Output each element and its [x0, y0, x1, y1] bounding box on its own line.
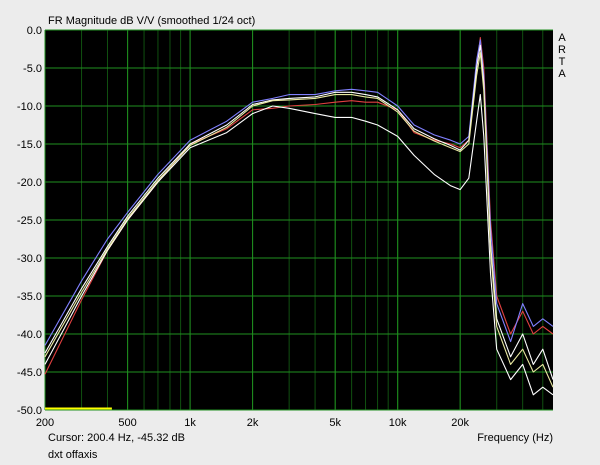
series-line-5: [44, 52, 554, 388]
y-tick-label: -15.0: [17, 139, 42, 151]
y-tick-label: 0.0: [27, 25, 42, 37]
series-line-2: [44, 39, 554, 346]
arta-letter: A: [558, 68, 566, 80]
x-axis-label: Frequency (Hz): [477, 432, 553, 444]
x-tick-label: 1k: [184, 417, 196, 429]
x-tick-label: 500: [118, 417, 136, 429]
x-tick-label: 10k: [389, 417, 407, 429]
series-line-3: [44, 44, 554, 380]
y-tick-label: -45.0: [17, 367, 42, 379]
x-tick-label: 20k: [451, 417, 469, 429]
y-tick-labels: 0.0 -5.0 -10.0 -15.0 -20.0 -25.0 -30.0 -35.0 -40…: [17, 25, 42, 417]
y-tick-label: -20.0: [17, 177, 42, 189]
arta-letter: A: [558, 32, 566, 44]
x-tick-labels: 200 500 1k 2k 5k 10k 20k: [36, 417, 470, 429]
y-tick-label: -50.0: [17, 405, 42, 417]
plot-area: [44, 29, 554, 411]
chart-title: FR Magnitude dB V/V (smoothed 1/24 oct): [48, 15, 255, 27]
x-tick-label: 2k: [247, 417, 259, 429]
arta-letter: T: [559, 56, 566, 68]
curve-name: dxt offaxis: [48, 449, 98, 461]
x-tick-label: 5k: [329, 417, 341, 429]
series-line-4: [44, 94, 554, 396]
y-tick-label: -30.0: [17, 253, 42, 265]
series-group: [44, 37, 554, 396]
x-tick-label: 200: [36, 417, 54, 429]
y-tick-label: -25.0: [17, 215, 42, 227]
cursor-readout: Cursor: 200.4 Hz, -45.32 dB: [48, 432, 185, 444]
y-tick-label: -40.0: [17, 329, 42, 341]
y-tick-label: -5.0: [23, 63, 42, 75]
y-tick-label: -10.0: [17, 101, 42, 113]
y-tick-label: -35.0: [17, 291, 42, 303]
major-grid: [44, 29, 553, 411]
arta-letter: R: [558, 44, 566, 56]
